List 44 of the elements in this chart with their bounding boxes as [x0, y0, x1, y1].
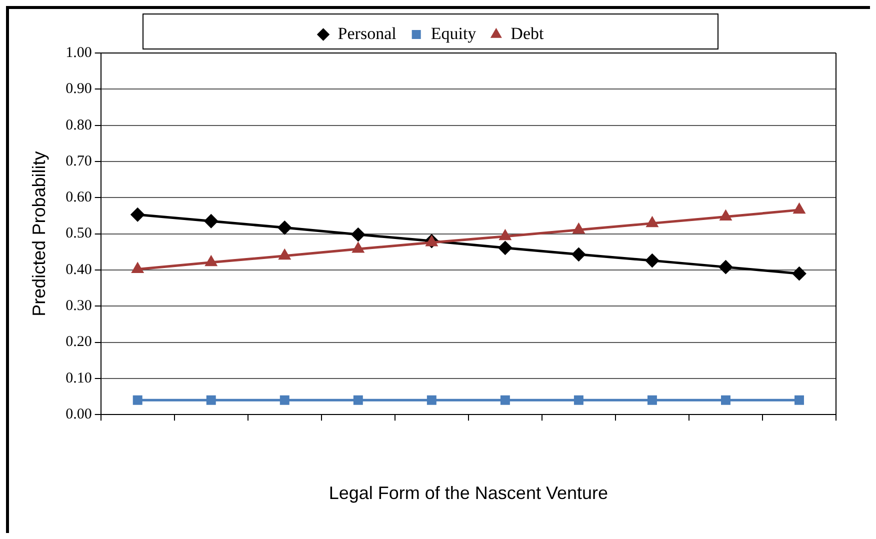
- point: [793, 202, 806, 214]
- point: [278, 248, 291, 260]
- y-tick-label: 0.60: [66, 190, 92, 206]
- point: [645, 254, 660, 268]
- y-tick-label: 0.10: [66, 370, 92, 386]
- point: [280, 395, 290, 405]
- point: [500, 395, 510, 405]
- legend-label: Debt: [510, 24, 544, 43]
- point: [351, 228, 366, 242]
- point: [572, 222, 585, 234]
- point: [499, 229, 512, 240]
- point: [718, 260, 733, 274]
- point: [206, 395, 216, 405]
- point: [572, 247, 586, 262]
- y-tick-label: 0.90: [66, 81, 92, 98]
- point: [204, 255, 218, 266]
- y-tick-label: 0.20: [66, 334, 92, 350]
- point: [646, 216, 658, 228]
- point: [130, 208, 145, 222]
- y-tick-label: 1.00: [66, 44, 92, 61]
- point: [278, 220, 292, 235]
- point: [574, 395, 584, 405]
- point: [498, 240, 512, 255]
- point: [647, 395, 657, 405]
- y-axis-title: Predicted Probability: [28, 151, 49, 316]
- y-tick-label: 0.30: [66, 298, 92, 314]
- y-tick-label: 0.80: [66, 117, 92, 134]
- point: [204, 214, 218, 228]
- point: [720, 395, 730, 405]
- y-tick-label: 0.00: [66, 406, 92, 423]
- point: [353, 395, 363, 405]
- point: [352, 242, 364, 253]
- legend-label: Personal: [338, 24, 397, 43]
- y-tick-label: 0.70: [66, 153, 92, 170]
- point: [426, 395, 436, 405]
- y-tick-label: 0.50: [66, 226, 92, 242]
- x-axis-title: Legal Form of the Nascent Venture: [328, 483, 608, 504]
- legend-label: Equity: [430, 24, 477, 43]
- point: [131, 262, 144, 273]
- point: [794, 395, 804, 405]
- y-tick-label: 0.40: [66, 262, 92, 278]
- point: [792, 266, 806, 281]
- point: [132, 395, 142, 405]
- point: [720, 210, 732, 221]
